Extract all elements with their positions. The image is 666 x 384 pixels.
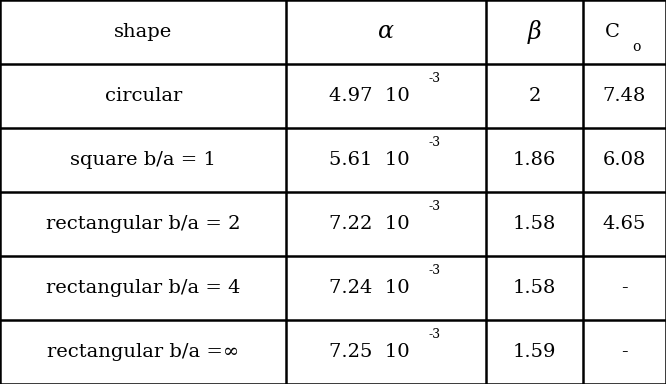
Text: α: α xyxy=(378,20,394,43)
Text: 4.65: 4.65 xyxy=(603,215,646,233)
Text: -3: -3 xyxy=(428,72,440,85)
Text: 4.97  10: 4.97 10 xyxy=(329,87,410,105)
Text: 1.58: 1.58 xyxy=(513,215,556,233)
Text: o: o xyxy=(632,40,641,55)
Text: rectangular b/a = 2: rectangular b/a = 2 xyxy=(46,215,240,233)
Text: rectangular b/a =∞: rectangular b/a =∞ xyxy=(47,343,239,361)
Text: 2: 2 xyxy=(528,87,541,105)
Text: 7.25  10: 7.25 10 xyxy=(329,343,410,361)
Text: β: β xyxy=(527,20,541,44)
Text: -3: -3 xyxy=(428,328,440,341)
Text: 1.86: 1.86 xyxy=(513,151,556,169)
Text: -3: -3 xyxy=(428,264,440,277)
Text: 5.61  10: 5.61 10 xyxy=(329,151,410,169)
Text: 1.58: 1.58 xyxy=(513,279,556,297)
Text: C: C xyxy=(605,23,620,41)
Text: 6.08: 6.08 xyxy=(603,151,646,169)
Text: rectangular b/a = 4: rectangular b/a = 4 xyxy=(46,279,240,297)
Text: 7.22  10: 7.22 10 xyxy=(329,215,410,233)
Text: -3: -3 xyxy=(428,200,440,213)
Text: circular: circular xyxy=(105,87,182,105)
Text: -: - xyxy=(621,279,627,297)
Text: square b/a = 1: square b/a = 1 xyxy=(70,151,216,169)
Text: 7.24  10: 7.24 10 xyxy=(329,279,410,297)
Text: -3: -3 xyxy=(428,136,440,149)
Text: 7.48: 7.48 xyxy=(603,87,646,105)
Text: shape: shape xyxy=(114,23,172,41)
Text: 1.59: 1.59 xyxy=(513,343,556,361)
Text: -: - xyxy=(621,343,627,361)
